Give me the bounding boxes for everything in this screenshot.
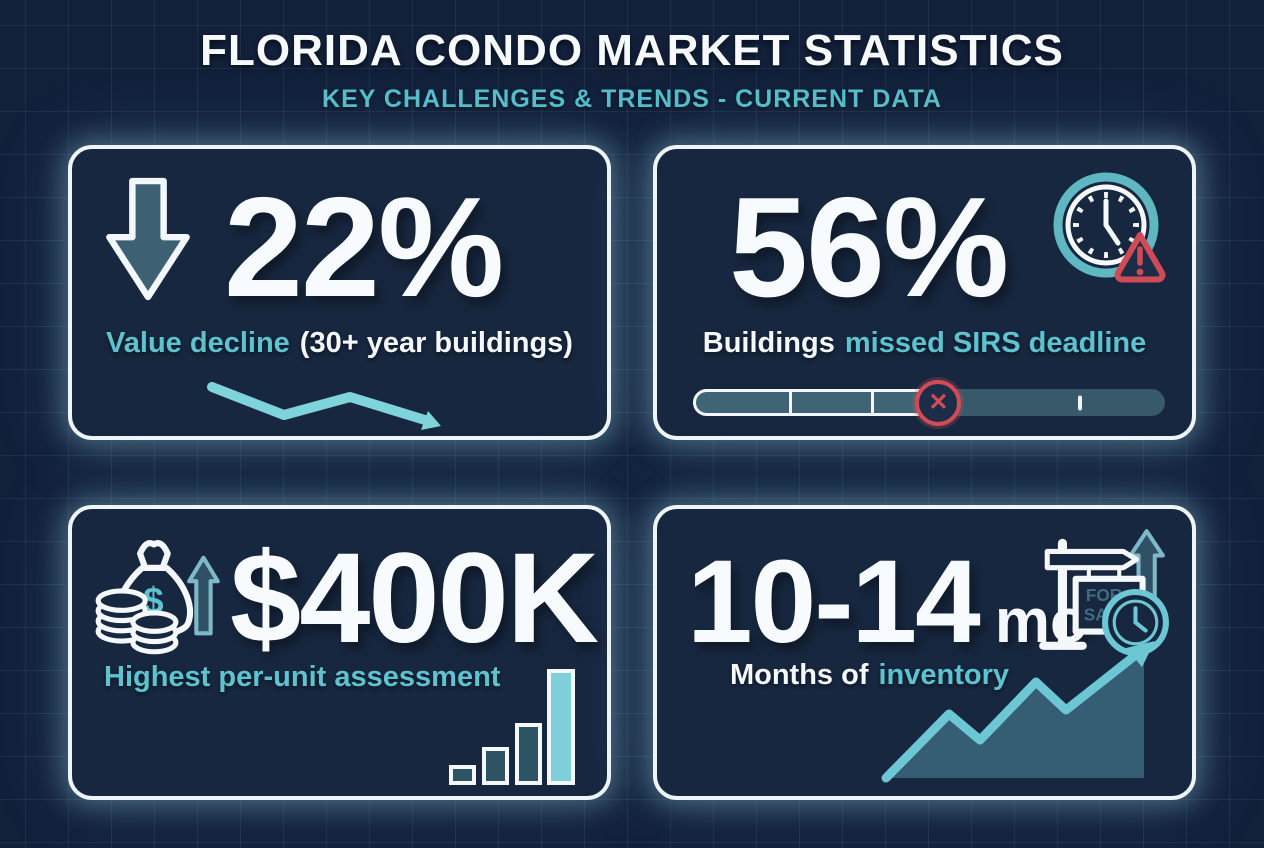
card-value-decline: 22% Value decline (30+ year buildings) [68, 145, 611, 440]
stat-value-assessment: $400K [230, 527, 599, 670]
label-plain: Buildings [702, 327, 835, 359]
deadline-x-marker-icon: ✕ [915, 379, 962, 426]
sirs-progress-fill [693, 389, 939, 416]
declining-trend-arrow-icon [207, 382, 441, 430]
label-accent: missed SIRS deadline [844, 327, 1147, 359]
label-plain: Months of [729, 659, 869, 691]
label-plain: (30+ year buildings) [299, 327, 573, 359]
progress-tick [1078, 395, 1083, 410]
stat-label-assessment: Highest per-unit assessment [104, 661, 639, 694]
growth-bar-chart-icon [449, 669, 575, 785]
card-sirs-deadline: 56% Buildings missed SIRS deadline ✕ [653, 145, 1196, 440]
stat-value-inventory-wrap: 10-14 mo [687, 543, 1088, 661]
stat-value-sirs: 56% [729, 168, 1009, 327]
segment-divider [870, 392, 874, 413]
label-accent: Highest per-unit assessment [104, 661, 501, 693]
segment-divider [789, 392, 793, 413]
label-accent: inventory [878, 659, 1010, 691]
rising-trend-chart-icon [881, 641, 1155, 783]
stat-cards-grid: 22% Value decline (30+ year buildings) 5… [68, 145, 1196, 800]
label-accent: Value decline [106, 327, 290, 359]
card-months-inventory: 10-14 mo FOR SAL Months of inventory [653, 505, 1196, 800]
down-arrow-icon [106, 177, 190, 301]
stat-label-sirs: Buildings missed SIRS deadline [657, 327, 1192, 360]
header: FLORIDA CONDO MARKET STATISTICS KEY CHAL… [0, 26, 1264, 114]
clock-warning-icon [1053, 172, 1166, 283]
page-subtitle: KEY CHALLENGES & TRENDS - CURRENT DATA [322, 85, 942, 113]
card-per-unit-assessment: $ $400K Highest per-unit assessment [68, 505, 611, 800]
money-bag-icon: $ [95, 540, 220, 655]
stat-label-inventory: Months of inventory [602, 659, 1137, 692]
stat-value-inventory: 10-14 [687, 536, 981, 668]
page-title: FLORIDA CONDO MARKET STATISTICS [200, 26, 1064, 75]
sirs-progress-bar: ✕ [693, 379, 1165, 426]
stat-label-value-decline: Value decline (30+ year buildings) [72, 327, 607, 360]
for-sale-sign-icon: FOR SAL [1039, 529, 1169, 656]
stat-value-decline: 22% [224, 168, 504, 327]
